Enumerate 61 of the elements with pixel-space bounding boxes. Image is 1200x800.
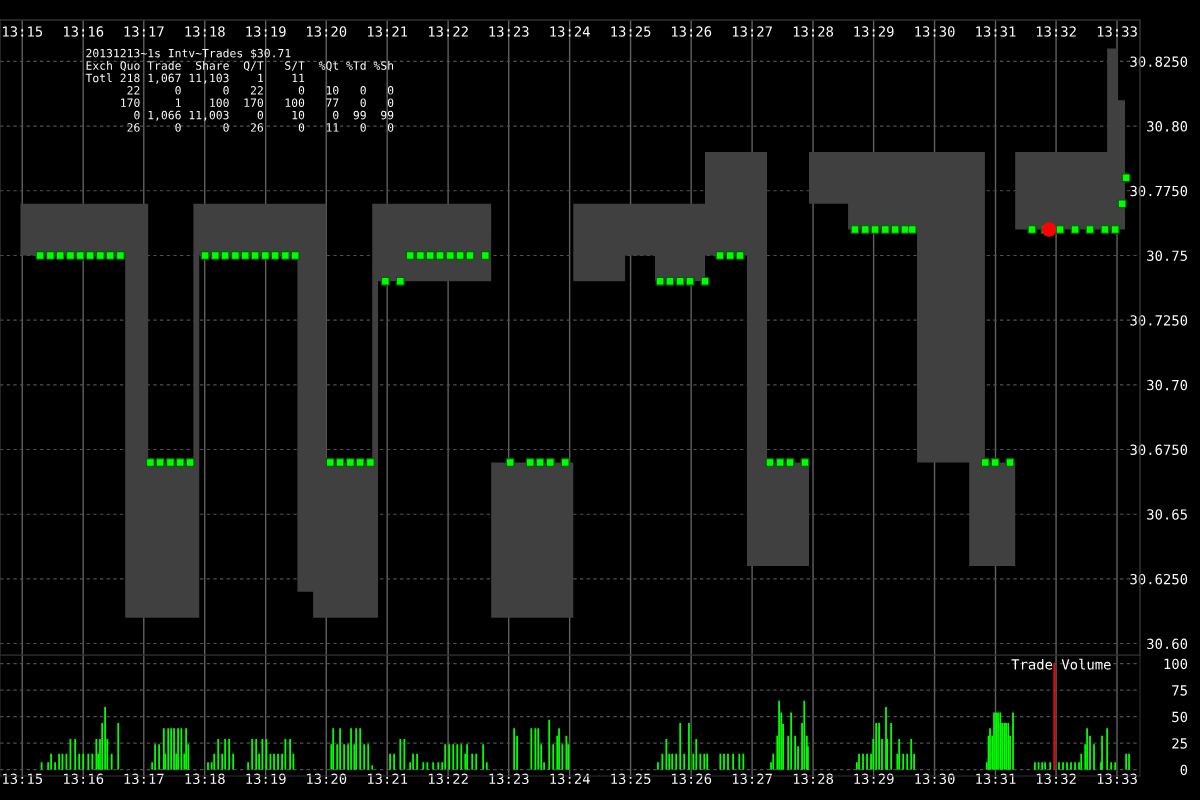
x-tick-label: 13:18 [185,773,225,785]
x-tick-label: 13:26 [671,773,712,785]
x-tick-label: 13:22 [428,773,468,785]
annotation: Totl 218 1,067 11,103 1 11 [85,73,305,84]
y-tick-label: 30.80 [1147,121,1188,132]
x-tick-label: 13:16 [63,773,104,785]
x2-tick-label: 13:28 [793,26,834,37]
y-tick-label: 30.6750 [1130,444,1188,456]
x2-tick-label: 13:21 [367,26,408,37]
y-tick-label: 75 [1172,685,1187,696]
x2-tick-label: 13:24 [550,26,590,37]
y-tick-label: 30.60 [1147,638,1188,650]
y-tick-label: 50 [1172,711,1188,723]
x-tick-label: 13:20 [307,773,347,785]
x-tick-label: 13:32 [1036,773,1076,785]
x2-tick-label: 13:17 [124,26,164,37]
x2-tick-label: 13:27 [732,26,772,37]
x2-tick-label: 13:31 [976,26,1016,37]
x-tick-label: 13:29 [854,773,894,785]
x2-tick-label: 13:26 [671,26,712,37]
x-tick-label: 13:24 [550,773,590,785]
y-tick-label: 0 [1180,764,1188,776]
annotation: 170 1 100 170 100 77 0 0 [121,98,394,108]
y-tick-label: 30.70 [1147,379,1188,391]
x-tick-label: 13:15 [3,773,43,785]
x2-tick-label: 13:16 [63,26,104,37]
y-tick-label: 30.6250 [1130,573,1188,585]
x-tick-label: 13:28 [793,773,834,785]
x2-tick-label: 13:32 [1036,26,1076,37]
y-tick-label: 30.8250 [1130,56,1188,67]
y-tick-label: 30.7750 [1130,185,1188,197]
x-tick-label: 13:33 [1097,773,1137,785]
annotation: 26 0 0 26 0 11 0 0 [127,123,394,132]
x-tick-label: 13:30 [915,773,955,785]
annotation: Exch Quo Trade Share Q/T S/T %Qt %Td %Sh [86,61,394,72]
x-tick-label: 13:31 [976,773,1016,785]
y-tick-label: 30.7250 [1130,315,1188,326]
x-tick-label: 13:27 [732,773,772,785]
x2-tick-label: 13:22 [428,26,468,37]
y-tick-label: 30.65 [1147,509,1187,520]
x-tick-label: 13:17 [124,773,164,785]
x2-tick-label: 13:15 [3,26,43,37]
x2-tick-label: 13:23 [489,26,529,37]
x2-tick-label: 13:18 [185,26,225,37]
x2-tick-label: 13:20 [307,26,347,37]
x2-tick-label: 13:29 [854,26,894,37]
y-tick-label: 25 [1172,738,1187,749]
x2-tick-label: 13:19 [246,26,286,37]
chart-title: Trade Volume [1011,658,1111,670]
x-tick-label: 13:21 [367,773,408,785]
y-tick-label: 30.75 [1147,250,1187,261]
y-tick-label: 100 [1164,658,1188,670]
annotation: 20131213~1s Intv~Trades $30.71 [86,48,291,59]
annotation: 0 1,066 11,003 0 10 0 99 99 [134,110,394,121]
x-tick-label: 13:23 [489,773,529,785]
annotation: 22 0 0 22 0 10 0 0 [127,86,394,95]
x2-tick-label: 13:25 [611,26,651,37]
x2-tick-label: 13:30 [915,26,955,37]
x2-tick-label: 13:33 [1097,26,1137,37]
x-tick-label: 13:19 [246,773,286,785]
x-tick-label: 13:25 [611,773,651,785]
